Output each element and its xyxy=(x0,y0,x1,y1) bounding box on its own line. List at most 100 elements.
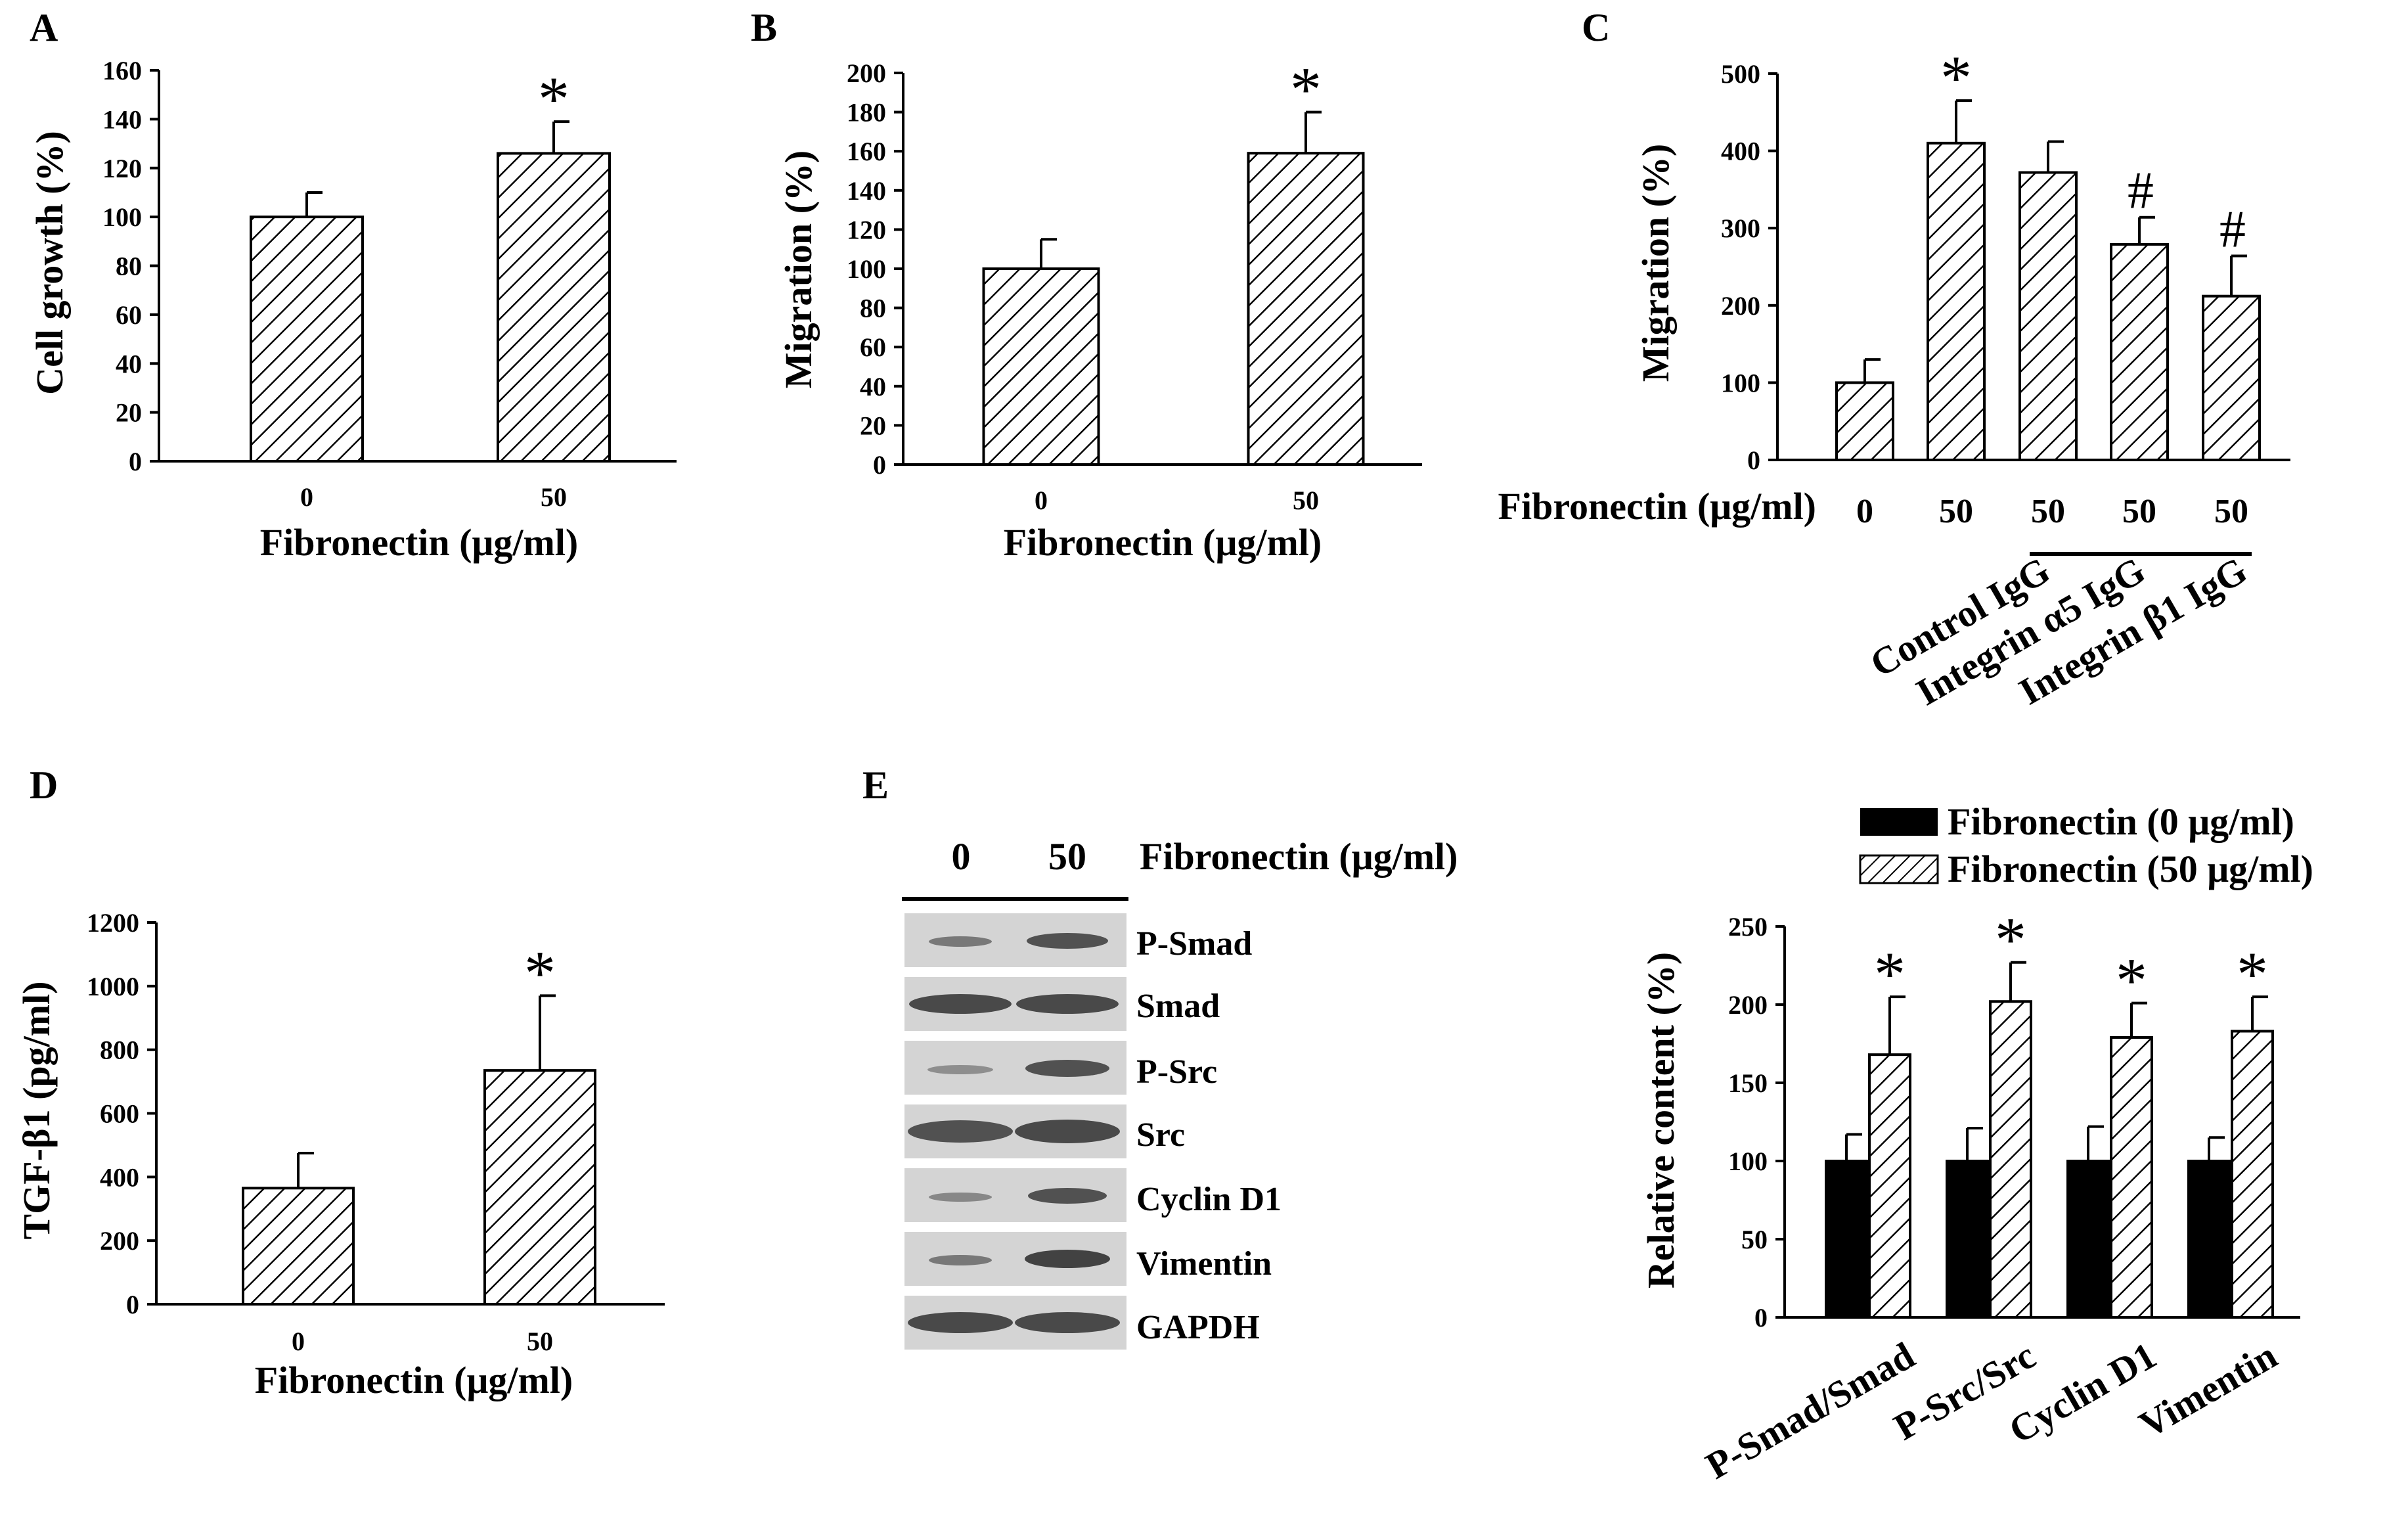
x-tick-label: 50 xyxy=(2122,493,2156,530)
significance-star: * xyxy=(1995,905,2026,975)
lane-label-0: 0 xyxy=(952,835,971,878)
significance-star: * xyxy=(1874,939,1906,1009)
blot-label-smad: Smad xyxy=(1136,988,1220,1025)
bar xyxy=(1835,381,1894,462)
band xyxy=(1028,1188,1107,1204)
y-tick-label: 0 xyxy=(1754,1303,1768,1332)
blot-row-src: Src xyxy=(904,1104,1185,1158)
significance-star: * xyxy=(1290,55,1322,125)
y-tick-label: 20 xyxy=(116,398,142,428)
legend-swatch-0 xyxy=(1860,808,1938,836)
bar xyxy=(1868,1053,1911,1319)
legend-label-0: Fibronectin (0 μg/ml) xyxy=(1948,800,2294,843)
band xyxy=(1025,1250,1110,1268)
blot-row-vimentin: Vimentin xyxy=(904,1232,1272,1286)
bar xyxy=(2110,1036,2153,1319)
bar xyxy=(2066,1160,2110,1319)
panel-label-d: D xyxy=(30,763,58,807)
y-tick-label: 800 xyxy=(100,1036,139,1065)
bar xyxy=(1989,1000,2032,1319)
y-tick-label: 1200 xyxy=(87,908,139,938)
chart-panel-e: Fibronectin (0 μg/ml) Fibronectin (50 μg… xyxy=(1639,800,2313,1488)
y-tick-label: 0 xyxy=(126,1290,139,1319)
significance-star: * xyxy=(2237,939,2268,1009)
y-tick-label: 200 xyxy=(1728,990,1768,1020)
y-axis-label-b: Migration (%) xyxy=(777,150,820,388)
western-blot: E 0 50 Fibronectin (μg/ml) P-Smad Smad P… xyxy=(862,763,1458,1350)
chart-panel-c: C Migration (%) Fibronectin (μg/ml) Cont… xyxy=(1498,6,2290,714)
x-tick-label: 0 xyxy=(1035,486,1048,515)
bar xyxy=(250,216,364,463)
y-tick-label: 140 xyxy=(847,176,886,206)
y-tick-label: 500 xyxy=(1721,59,1760,89)
blot-label-cyclin-d1: Cyclin D1 xyxy=(1136,1181,1282,1218)
y-tick-label: 1000 xyxy=(87,972,139,1001)
y-axis-label-d: TGF-β1 (pg/ml) xyxy=(15,981,58,1239)
band xyxy=(1025,1060,1109,1077)
x-tick-label: 50 xyxy=(527,1327,553,1356)
chart-panel-b: B Migration (%) Fibronectin (μg/ml) 0 20 4… xyxy=(751,6,1422,564)
y-tick-label: 80 xyxy=(860,294,886,323)
blot-row-p-smad: P-Smad xyxy=(904,913,1252,967)
y-tick-label: 600 xyxy=(100,1099,139,1129)
bar xyxy=(2231,1030,2274,1319)
y-tick-label: 100 xyxy=(102,202,142,232)
x-tick-label: 50 xyxy=(2031,493,2065,530)
y-tick-label: 180 xyxy=(847,98,886,127)
x-axis-label-b: Fibronectin (μg/ml) xyxy=(1004,521,1322,564)
panel-label-a: A xyxy=(30,6,58,49)
band xyxy=(929,936,992,947)
bar xyxy=(1825,1160,1868,1319)
legend-label-1: Fibronectin (50 μg/ml) xyxy=(1948,848,2313,890)
panel-label-b: B xyxy=(751,6,777,49)
significance-star: * xyxy=(1940,43,1972,113)
blot-row-cyclin-d1: Cyclin D1 xyxy=(904,1168,1282,1222)
blot-label-gapdh: GAPDH xyxy=(1136,1309,1260,1346)
y-tick-label: 80 xyxy=(116,252,142,281)
y-tick-label: 0 xyxy=(1747,445,1760,475)
y-tick-label: 200 xyxy=(847,58,886,88)
blot-row-smad: Smad xyxy=(904,977,1220,1031)
band xyxy=(1027,933,1108,949)
x-tick-label: 50 xyxy=(1293,486,1319,515)
chart-panel-a: A Cell growth (%) Fibronectin (μg/ml) 0 2… xyxy=(28,6,677,564)
y-tick-label: 50 xyxy=(1741,1225,1768,1254)
bar xyxy=(2187,1160,2231,1319)
x-tick-label: 50 xyxy=(1939,493,1973,530)
panel-label-e: E xyxy=(862,763,889,807)
blot-label-p-src: P-Src xyxy=(1136,1053,1217,1091)
x-tick-label: 0 xyxy=(292,1327,305,1356)
significance-star: * xyxy=(538,64,569,134)
y-axis-label-c: Migration (%) xyxy=(1634,144,1677,382)
bar xyxy=(497,152,611,463)
bar xyxy=(242,1187,355,1306)
y-tick-label: 140 xyxy=(102,104,142,134)
legend-swatch-1 xyxy=(1859,854,1939,884)
x-tick-label: Vimentin xyxy=(2132,1334,2285,1446)
band xyxy=(927,1065,993,1074)
band xyxy=(908,1312,1013,1333)
bar xyxy=(982,267,1100,466)
band xyxy=(1015,1120,1120,1143)
y-tick-label: 100 xyxy=(1721,368,1760,398)
bar xyxy=(2018,171,2078,461)
x-axis-label-d: Fibronectin (μg/ml) xyxy=(255,1359,573,1401)
y-tick-label: 400 xyxy=(1721,137,1760,166)
band xyxy=(929,1255,992,1265)
y-tick-label: 400 xyxy=(100,1162,139,1192)
y-tick-label: 150 xyxy=(1728,1068,1768,1098)
y-tick-label: 250 xyxy=(1728,912,1768,942)
blot-label-vimentin: Vimentin xyxy=(1136,1245,1272,1283)
band xyxy=(1016,994,1119,1014)
panel-label-c: C xyxy=(1582,6,1610,49)
y-tick-label: 120 xyxy=(847,215,886,244)
bar xyxy=(483,1069,596,1306)
y-tick-label: 200 xyxy=(100,1226,139,1256)
x-tick-label: 0 xyxy=(1856,493,1873,530)
x-axis-label-a: Fibronectin (μg/ml) xyxy=(260,521,578,564)
x-tick-label: 0 xyxy=(300,482,313,512)
significance-star: * xyxy=(2116,945,2147,1016)
x-tick-label: 50 xyxy=(541,482,567,512)
bar xyxy=(2110,242,2169,461)
